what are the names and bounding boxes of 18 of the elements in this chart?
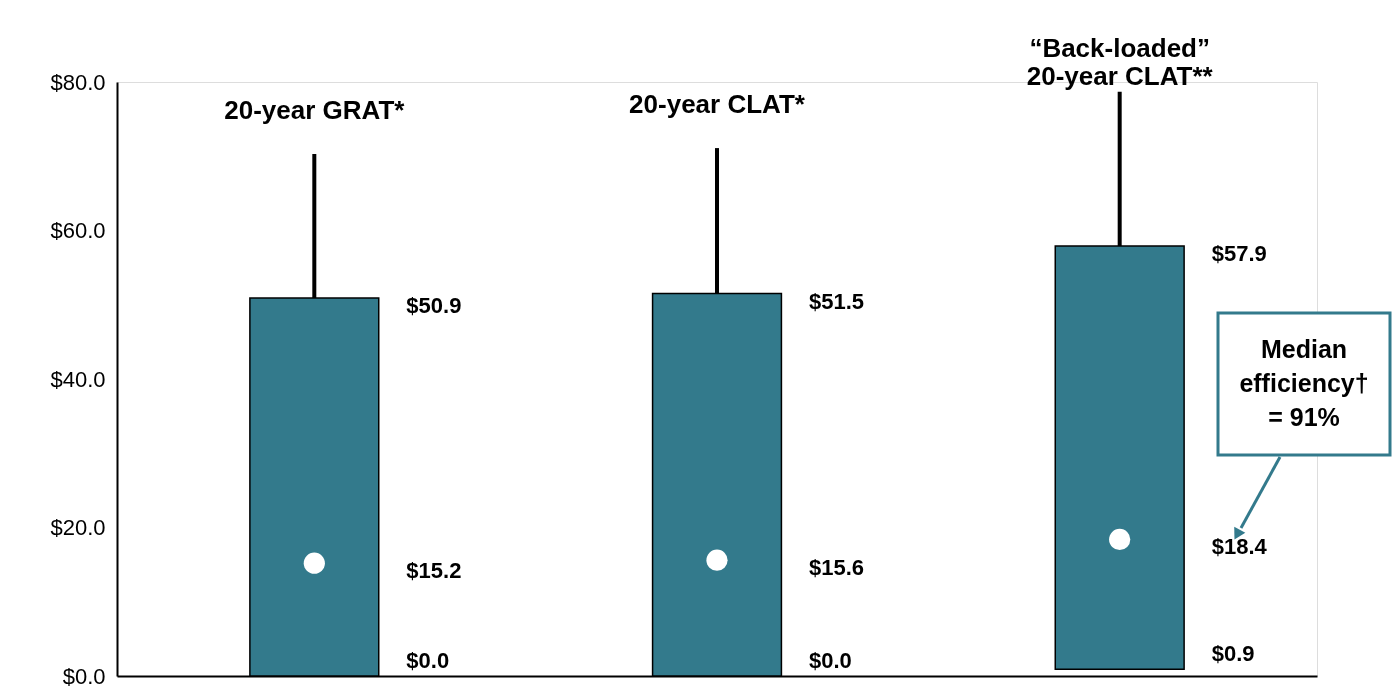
text: $18.4 <box>1211 534 1267 560</box>
y-tick-label: $80.0 <box>50 69 106 95</box>
text: $57.9 <box>1211 241 1267 267</box>
y-tick-label: $20.0 <box>50 515 106 540</box>
annotation: Median efficiency† = 91% <box>1239 335 1369 431</box>
y-tick-label: $0.0 <box>62 663 106 689</box>
x-tick-label: 20-year GRAT* <box>224 95 406 126</box>
text: $50.9 <box>406 293 462 319</box>
text: $15.2 <box>406 558 462 584</box>
text: $0.0 <box>406 648 450 673</box>
x-tick-label: “Back-loaded” 20-year CLAT** <box>1026 32 1214 91</box>
text: $0.0 <box>809 648 852 673</box>
x-tick-label: 20-year CLAT* <box>629 89 806 120</box>
y-tick-label: $60.0 <box>50 218 106 243</box>
text: $0.9 <box>1211 641 1255 667</box>
y-tick-label: $40.0 <box>50 366 106 392</box>
text: $15.6 <box>809 555 865 581</box>
text: $51.5 <box>809 288 865 314</box>
